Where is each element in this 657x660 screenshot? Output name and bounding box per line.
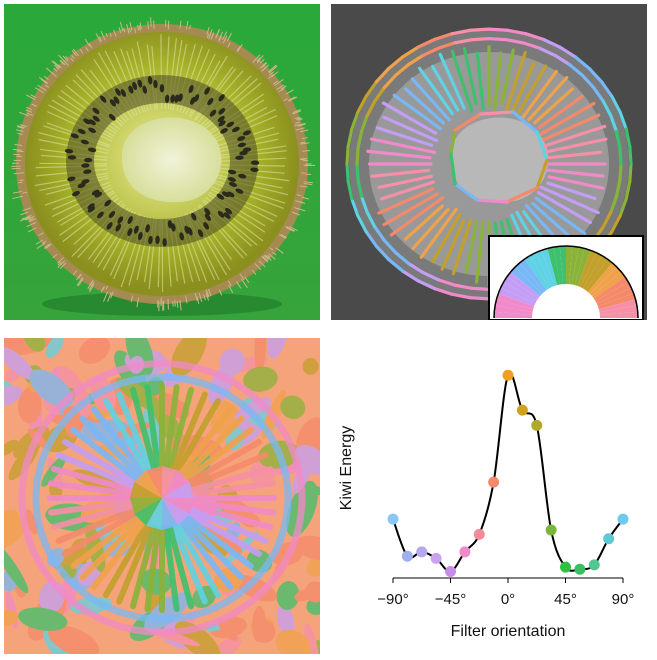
data-point (516, 404, 528, 416)
energy-chart-svg: Kiwi Energy Filter orientation −90° −45° 0… (338, 369, 635, 640)
data-point (459, 546, 471, 558)
orientation-energy-drawing (4, 338, 320, 654)
data-point (401, 550, 413, 562)
data-point (488, 476, 500, 488)
kiwi-photo-drawing (4, 4, 320, 320)
y-axis-label: Kiwi Energy (338, 426, 355, 510)
orientation-overlay-drawing (331, 4, 647, 320)
skin-hairs (11, 17, 316, 312)
radial-wedges (47, 383, 277, 613)
field-center (130, 466, 194, 530)
field-ring (32, 373, 292, 623)
data-point (574, 563, 586, 575)
x-tick-label: 45° (554, 591, 577, 608)
data-point (617, 513, 629, 525)
kiwi-core (121, 117, 222, 203)
x-tick-label: −90° (377, 591, 408, 608)
kiwi-cross-section-photo (4, 4, 320, 320)
data-point (445, 565, 456, 577)
data-point (588, 559, 600, 571)
orientation-color-wheel (488, 235, 644, 320)
orientation-energy-map (4, 338, 320, 654)
field-ring (18, 360, 306, 636)
x-axis-label: Filter orientation (451, 623, 566, 640)
kiwi-gray-core (450, 117, 549, 203)
x-tick-label: 90° (612, 591, 635, 608)
data-point (545, 524, 557, 536)
data-point (603, 533, 615, 545)
x-tick-label: −45° (435, 591, 466, 608)
x-tick-label: 0° (501, 591, 515, 608)
data-point (502, 369, 514, 381)
kiwi-energy-chart: Kiwi Energy Filter orientation −90° −45° 0… (331, 338, 653, 656)
kiwi-orientation-overlay (331, 4, 647, 320)
data-point (416, 546, 428, 558)
kiwi-seeds (64, 76, 260, 247)
data-point (430, 552, 442, 564)
data-point (531, 419, 543, 431)
energy-curve (392, 371, 624, 573)
data-point (387, 513, 399, 525)
data-point (560, 561, 571, 573)
data-point (473, 528, 485, 540)
